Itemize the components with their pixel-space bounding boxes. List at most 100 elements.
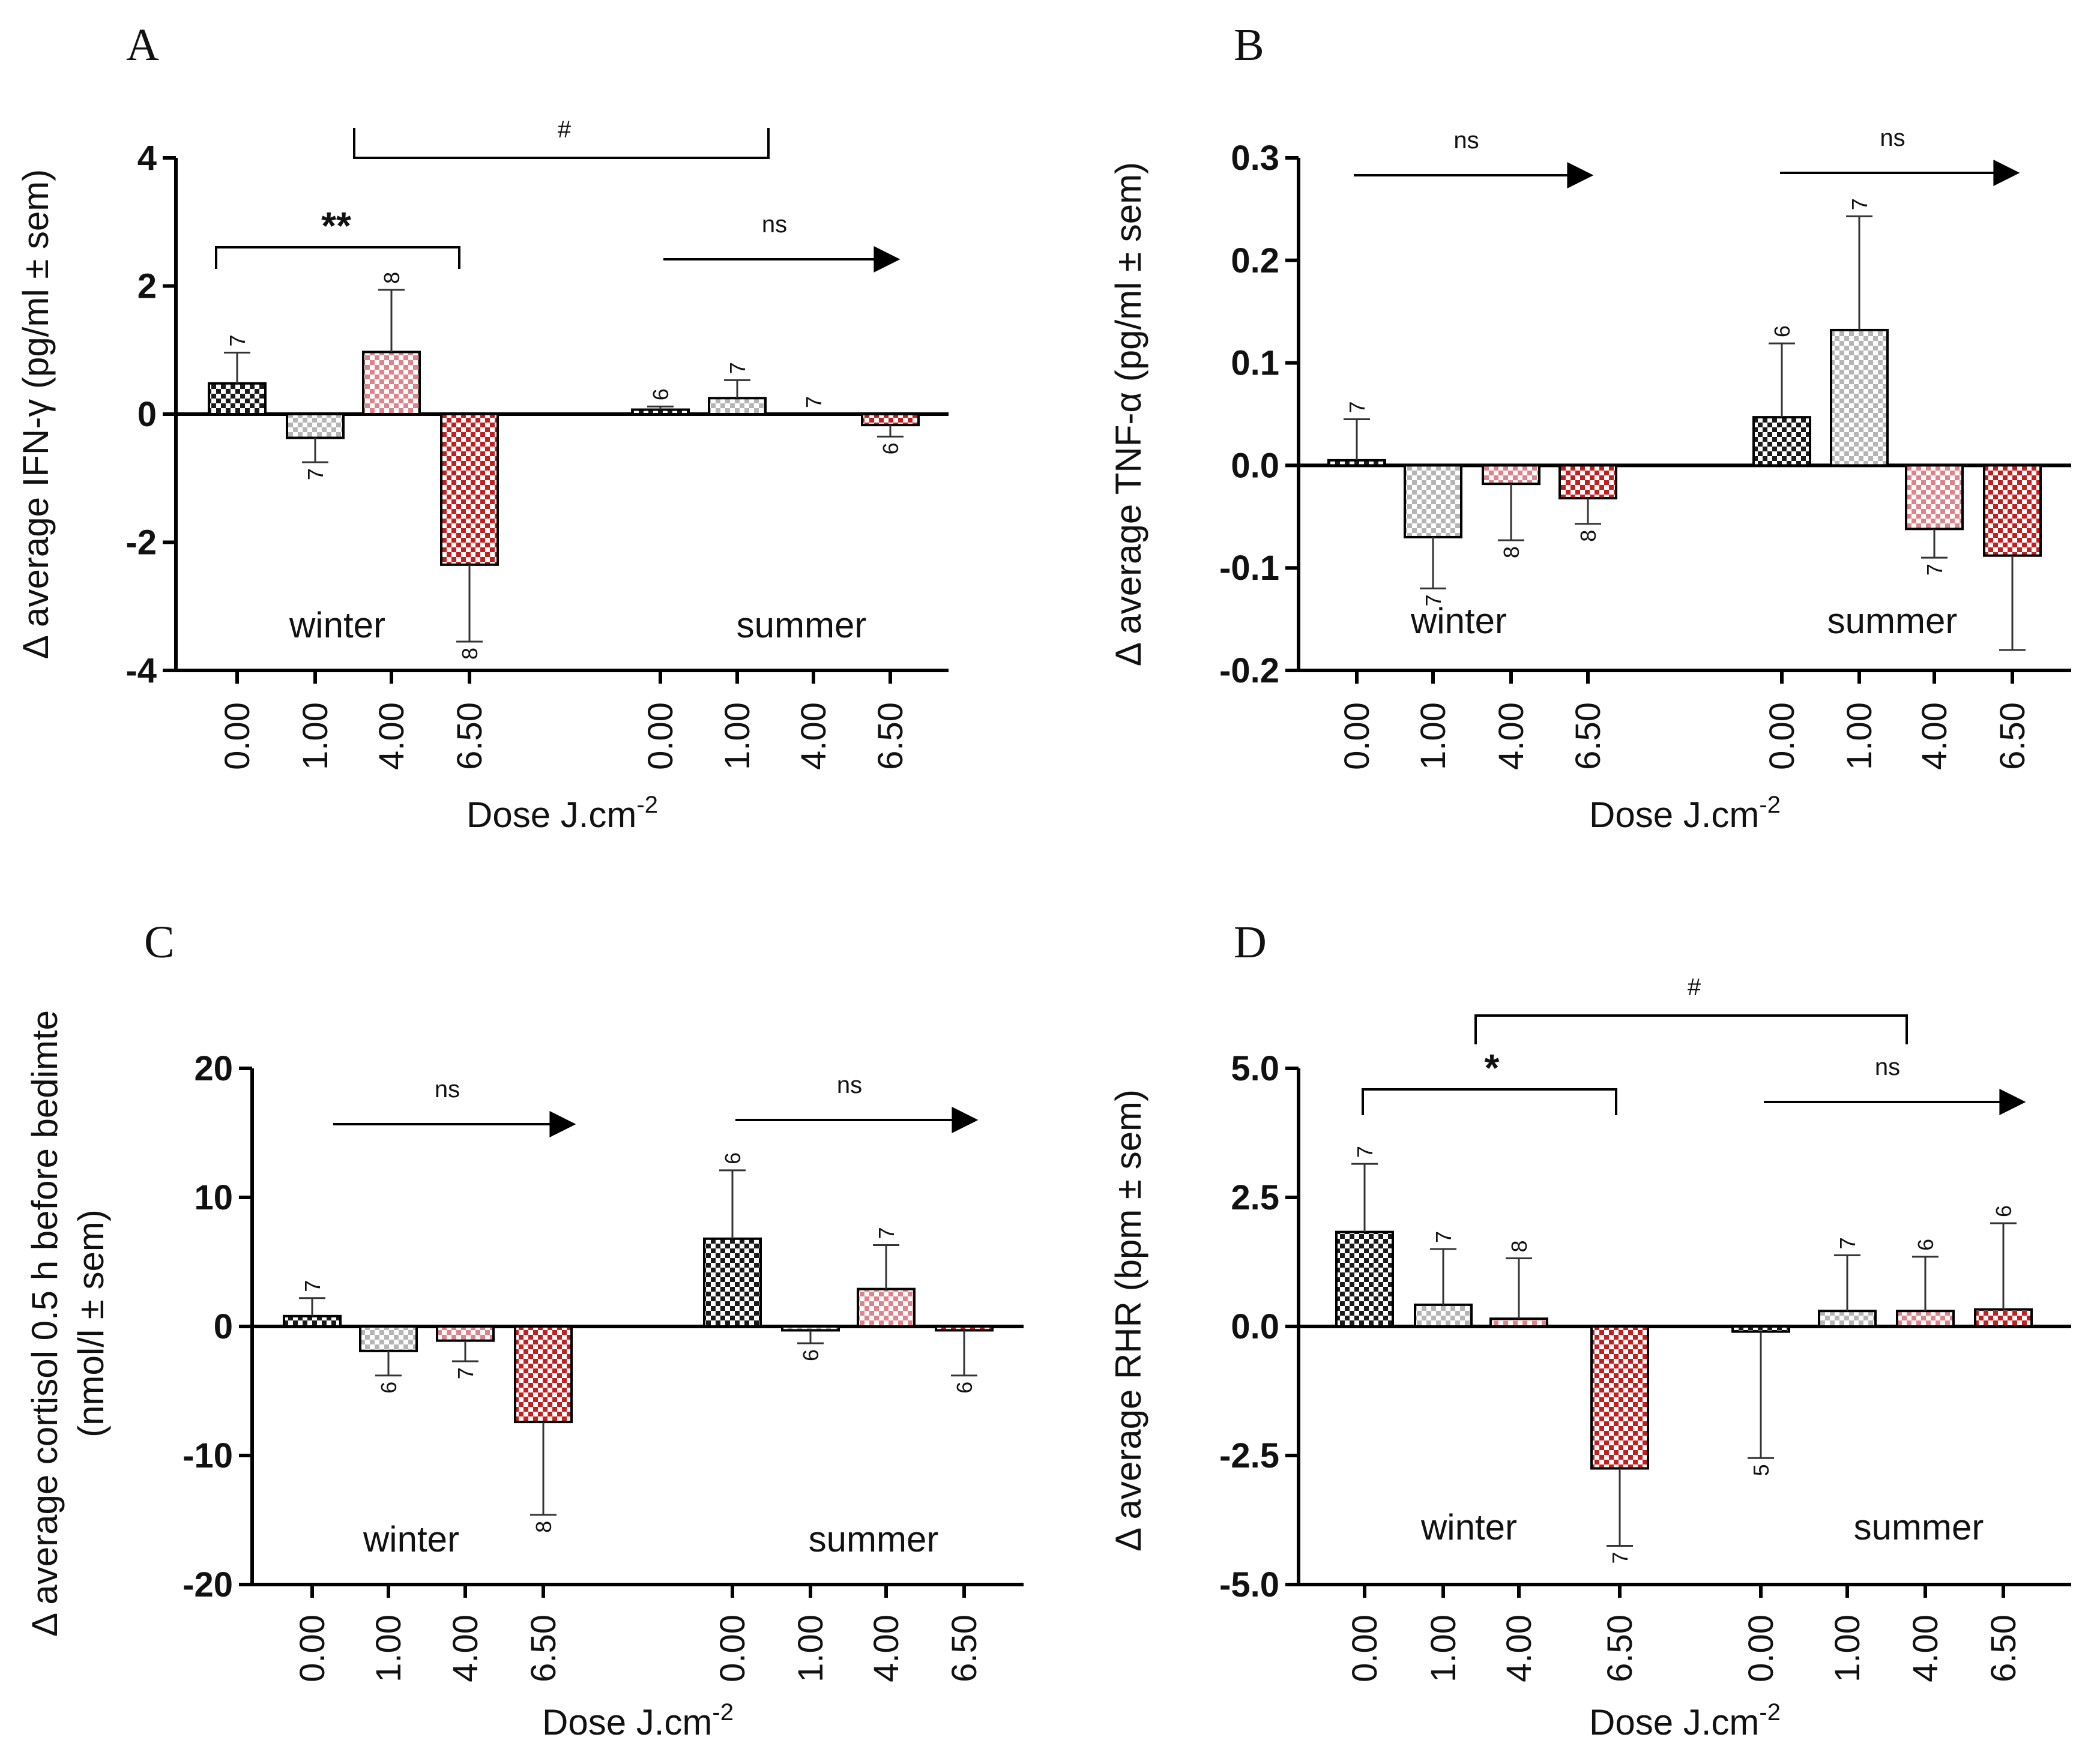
n-label: 7	[1431, 1231, 1456, 1243]
x-tick-label: 4.00	[1500, 1615, 1539, 1682]
y-axis-title: Δ average TNF-α (pg/ml ± sem)	[1108, 162, 1148, 666]
y-tick-label: -0.1	[1219, 549, 1279, 588]
y-tick-label: 10	[194, 1178, 233, 1217]
x-tick-label: 4.00	[867, 1615, 906, 1682]
n-label: 6	[878, 442, 903, 454]
n-label: 8	[379, 272, 404, 284]
bar-summer-3	[1974, 1308, 2033, 1328]
y-tick-label: 0.2	[1231, 241, 1279, 280]
panel-letter: A	[126, 20, 159, 70]
x-axis-title-sup: -2	[1759, 792, 1781, 818]
x-axis-title: Dose J.cm-2	[466, 792, 658, 835]
y-tick-label: 0	[214, 1307, 233, 1346]
x-axis-title-main: Dose J.cm	[1589, 1702, 1759, 1742]
x-tick-label: 0.00	[218, 702, 257, 770]
n-label: 5	[1749, 1464, 1773, 1476]
group-label-summer: summer	[1854, 1507, 1984, 1547]
bar-winter-0	[283, 1314, 342, 1328]
y-tick-label: -4	[125, 651, 157, 690]
x-axis-title: Dose J.cm-2	[1589, 1699, 1781, 1742]
x-tick-label: 4.00	[1915, 702, 1954, 770]
n-label: 7	[1345, 402, 1369, 414]
season-significance-hash: #	[558, 116, 572, 143]
group-label-summer: summer	[737, 605, 867, 645]
x-tick-label: 4.00	[794, 702, 833, 770]
x-tick-label: 4.00	[1492, 702, 1531, 770]
bar-summer-3	[1983, 464, 2042, 557]
bar-summer-2	[1896, 1310, 1955, 1328]
panel-d: D 5.0 2.5 0.0 -2.5 -5.0 0.00 7 1.00 7 4.00 8 6.50 7 wi…	[1108, 917, 2071, 1742]
bar-summer-2	[857, 1287, 916, 1328]
bar-winter-0	[208, 382, 267, 416]
x-tick-label: 1.00	[369, 1615, 408, 1682]
y-tick-label: -0.2	[1219, 651, 1279, 690]
y-tick-label: 0.1	[1231, 344, 1279, 383]
n-label: 6	[952, 1382, 977, 1394]
x-tick-label: 4.00	[446, 1615, 485, 1682]
x-axis-title-main: Dose J.cm	[466, 795, 636, 835]
y-tick-label: 20	[194, 1049, 233, 1088]
y-tick-label: 4	[137, 139, 157, 178]
x-tick-label: 1.00	[1414, 702, 1453, 770]
x-axis-title: Dose J.cm-2	[1589, 792, 1781, 835]
y-tick-label: 0.3	[1231, 139, 1279, 178]
x-tick-label: 0.00	[1763, 702, 1802, 770]
panel-letter: D	[1234, 917, 1267, 968]
group-label-winter: winter	[1420, 1507, 1517, 1547]
panel-b: B 0.3 0.2 0.1 0.0 -0.1 -0.2 0.00 7 1.00 7 4.00 8 6.50…	[1108, 20, 2071, 835]
panel-letter: C	[144, 917, 175, 968]
n-label: 7	[303, 468, 328, 480]
y-tick-label: 0	[137, 395, 157, 434]
bar-winter-2	[1489, 1317, 1548, 1328]
summer-arrow-label: ns	[837, 1072, 862, 1098]
x-tick-label: 0.00	[293, 1615, 332, 1682]
n-label: 8	[457, 648, 482, 660]
n-label: 8	[1576, 530, 1601, 542]
bar-summer-1	[781, 1325, 840, 1332]
bar-summer-0	[703, 1237, 762, 1328]
bar-winter-3	[514, 1325, 573, 1424]
n-label: 6	[720, 1152, 745, 1164]
bar-winter-0	[1335, 1230, 1394, 1328]
x-tick-label: 1.00	[718, 702, 757, 770]
y-axis-title: Δ average RHR (bpm ± sem)	[1108, 1089, 1148, 1552]
winter-arrow-label: ns	[435, 1076, 460, 1103]
y-tick-label: 0.0	[1231, 446, 1279, 485]
y-tick-label: -2	[125, 523, 157, 562]
bar-winter-3	[1558, 464, 1617, 500]
n-label: 7	[1835, 1237, 1860, 1249]
x-tick-label: 6.50	[450, 702, 489, 770]
bar-winter-1	[1414, 1303, 1473, 1328]
y-axis-title-2: (nmol/l ± sem)	[71, 1209, 111, 1437]
y-tick-label: 0.0	[1231, 1307, 1279, 1346]
n-label: 8	[1499, 546, 1524, 558]
x-tick-label: 6.50	[871, 702, 910, 770]
season-significance-bracket	[1474, 1014, 1908, 1044]
bar-winter-0	[1327, 459, 1386, 467]
season-significance-bracket	[353, 128, 770, 159]
n-label: 7	[225, 334, 250, 346]
group-label-winter: winter	[363, 1519, 459, 1559]
group-label-winter: winter	[1410, 601, 1507, 641]
winter-arrow-label: ns	[1453, 127, 1479, 154]
n-label: 6	[1913, 1239, 1938, 1251]
bar-winter-2	[362, 351, 421, 416]
y-tick-label: -2.5	[1219, 1436, 1279, 1475]
n-label: 7	[300, 1280, 325, 1292]
n-label: 7	[1922, 564, 1947, 576]
group-label-winter: winter	[289, 605, 385, 645]
winter-significance-bracket	[1362, 1088, 1617, 1115]
summer-arrow-label: ns	[1875, 1054, 1900, 1080]
bar-winter-2	[1482, 464, 1540, 486]
n-label: 7	[453, 1367, 478, 1379]
winter-significance-stars: **	[321, 204, 351, 247]
n-label: 8	[1507, 1240, 1531, 1252]
x-axis-title-sup: -2	[636, 792, 658, 818]
x-tick-label: 6.50	[945, 1615, 984, 1682]
x-axis-title-main: Dose J.cm	[542, 1702, 712, 1742]
bar-summer-1	[1818, 1310, 1877, 1328]
x-tick-label: 1.00	[1424, 1615, 1463, 1682]
winter-significance-stars: *	[1485, 1046, 1500, 1089]
x-tick-label: 6.50	[1993, 702, 2032, 770]
